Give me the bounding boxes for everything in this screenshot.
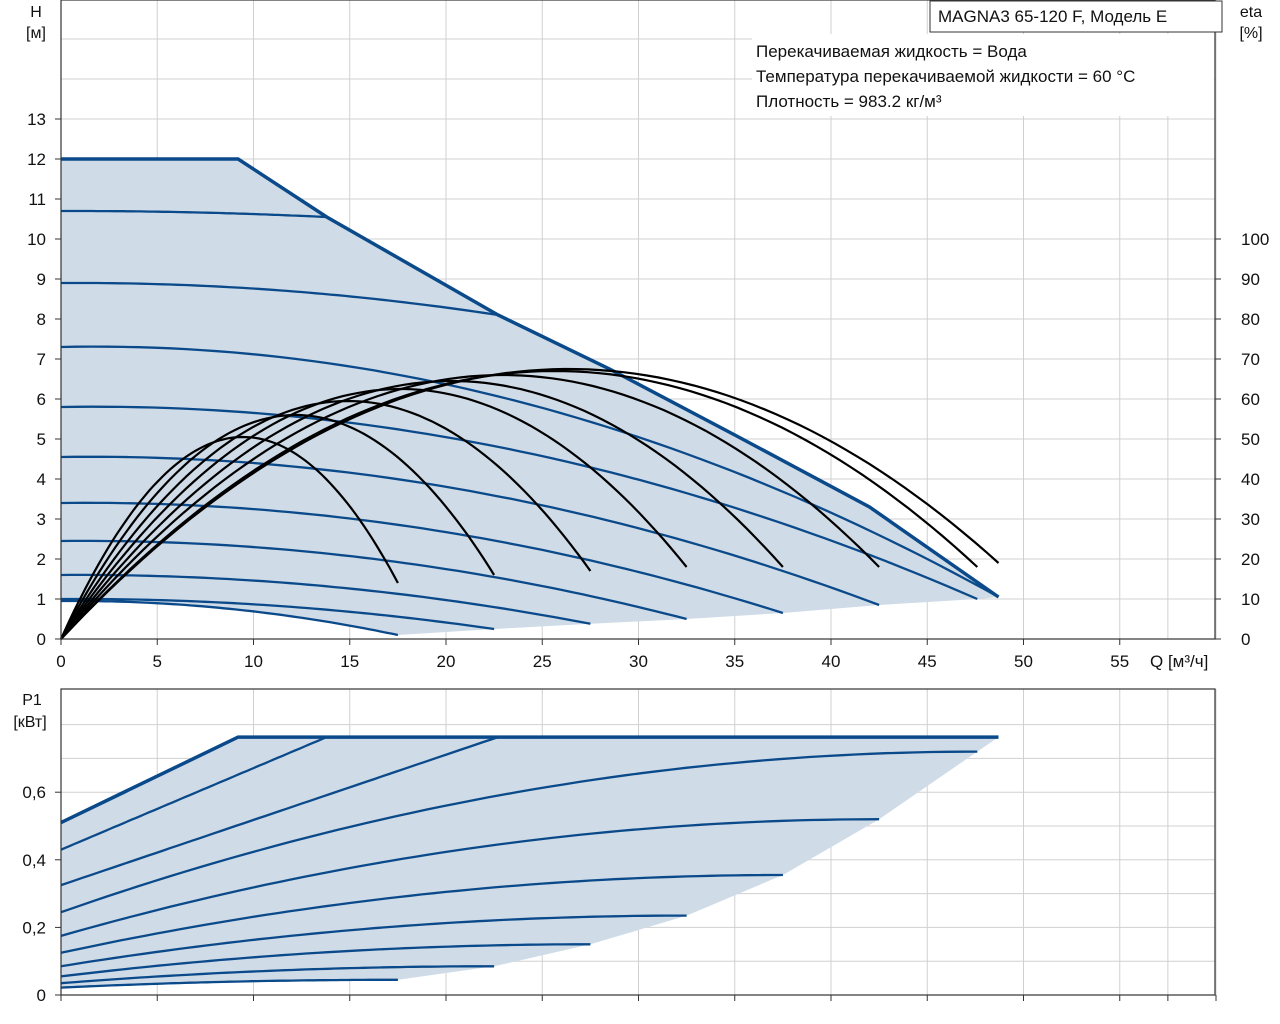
flow-tick-label: 25	[533, 652, 552, 671]
head-tick-label: 5	[37, 430, 46, 449]
head-axis-unit: [м]	[26, 25, 46, 42]
flow-tick-label: 45	[918, 652, 937, 671]
head-axis-label: H	[30, 4, 42, 21]
power-curve	[60, 750, 978, 914]
eta-tick-label: 20	[1241, 550, 1260, 569]
eta-tick-label: 40	[1241, 470, 1260, 489]
info-density: Плотность = 983.2 кг/м³	[756, 92, 942, 111]
head-curves	[60, 157, 1000, 637]
head-curve	[61, 209, 327, 219]
eta-curve	[60, 367, 1000, 640]
power-tick-label: 0,2	[22, 918, 46, 937]
power-curve	[60, 873, 783, 954]
power-operating-area-fill	[61, 737, 999, 988]
flow-axis-label: Q [м³/ч]	[1150, 652, 1208, 671]
head-tick-label: 1	[37, 590, 46, 609]
eta-curve	[59, 435, 399, 640]
power-axis-label: P1	[22, 692, 42, 709]
eta-tick-label: 90	[1241, 270, 1260, 289]
flow-tick-label: 55	[1110, 652, 1129, 671]
power-curve	[60, 736, 499, 887]
power-curve	[60, 736, 328, 851]
eta-axis-unit: [%]	[1239, 25, 1262, 42]
head-curve	[60, 345, 1000, 599]
power-curves	[60, 735, 999, 989]
head-curve	[60, 539, 687, 621]
flow-tick-label: 50	[1014, 652, 1033, 671]
info-liquid: Перекачиваемая жидкость = Вода	[756, 42, 1027, 61]
eta-curve	[60, 373, 880, 640]
head-tick-label: 7	[37, 350, 46, 369]
power-axis-ticks: 0 0,2 0,4 0,6	[22, 783, 1217, 1005]
head-tick-label: 13	[27, 110, 46, 129]
eta-axis-label: eta	[1240, 4, 1262, 21]
power-curve	[60, 736, 239, 824]
flow-tick-label: 0	[56, 652, 65, 671]
eta-tick-label: 30	[1241, 510, 1260, 529]
power-curve	[60, 914, 687, 968]
head-tick-label: 12	[27, 150, 46, 169]
power-curve	[60, 978, 398, 989]
power-operating-area	[61, 737, 999, 988]
model-box	[929, 0, 1223, 33]
power-axis-unit: [кВт]	[13, 714, 46, 731]
power-tick-label: 0,4	[22, 851, 46, 870]
flow-tick-label: 15	[340, 652, 359, 671]
flow-tick-label: 20	[437, 652, 456, 671]
flow-tick-label: 35	[725, 652, 744, 671]
head-tick-label: 0	[37, 630, 46, 649]
head-operating-area	[61, 159, 999, 635]
eta-curve	[60, 379, 784, 640]
head-tick-label: 3	[37, 510, 46, 529]
power-tick-label: 0,6	[22, 783, 46, 802]
info-temperature: Температура перекачиваемой жидкости = 60…	[756, 67, 1135, 86]
flow-tick-label: 40	[822, 652, 841, 671]
head-tick-label: 2	[37, 550, 46, 569]
flow-tick-label: 5	[153, 652, 162, 671]
power-curve	[60, 943, 591, 978]
head-curve	[61, 281, 499, 317]
head-axis-ticks: 0 5 10 15 20 25 30 35 40 45 50 55012345678910111213…	[27, 110, 1269, 671]
info-box	[752, 34, 1214, 116]
head-curve	[61, 599, 399, 637]
head-curve	[61, 597, 495, 631]
max-head-curve	[61, 157, 1000, 599]
model-title: MAGNA3 65-120 F, Модель E	[938, 7, 1167, 26]
head-tick-label: 9	[37, 270, 46, 289]
eta-curve	[60, 399, 592, 640]
head-curve	[60, 455, 880, 607]
eta-tick-label: 60	[1241, 390, 1260, 409]
head-tick-label: 8	[37, 310, 46, 329]
head-curve	[60, 405, 978, 601]
flow-tick-label: 10	[244, 652, 263, 671]
eta-tick-label: 80	[1241, 310, 1260, 329]
head-curve	[60, 573, 591, 625]
head-tick-label: 10	[27, 230, 46, 249]
efficiency-curves	[59, 367, 1000, 640]
eta-tick-label: 70	[1241, 350, 1260, 369]
head-tick-label: 11	[28, 190, 46, 209]
eta-tick-label: 100	[1241, 230, 1269, 249]
eta-tick-label: 50	[1241, 430, 1260, 449]
power-curve	[60, 818, 880, 938]
eta-tick-label: 10	[1241, 590, 1260, 609]
power-curve	[60, 965, 495, 985]
power-tick-label: 0	[37, 986, 46, 1005]
head-operating-area-fill	[61, 159, 999, 635]
eta-tick-label: 0	[1241, 630, 1250, 649]
flow-tick-label: 30	[629, 652, 648, 671]
head-tick-label: 6	[37, 390, 46, 409]
head-tick-label: 4	[37, 470, 46, 489]
